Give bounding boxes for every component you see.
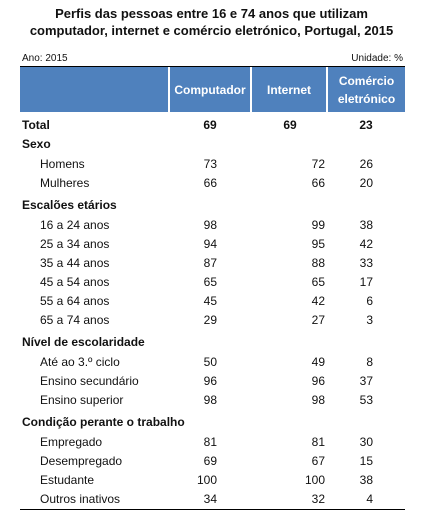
row-label: Mulheres: [40, 176, 90, 190]
cell: 98: [203, 393, 217, 407]
bottom-rule: [20, 509, 405, 510]
cell: 42: [311, 294, 325, 308]
row-label: Desempregado: [40, 454, 123, 468]
cell: 27: [311, 313, 325, 327]
cell: 23: [359, 118, 373, 132]
row-label: Homens: [40, 157, 85, 171]
title-line: computador, internet e comércio eletróni…: [29, 23, 394, 38]
cell: 8: [366, 355, 373, 369]
cell: 38: [359, 218, 373, 232]
header-blank: [20, 67, 168, 112]
group-title: Sexo: [22, 137, 51, 151]
row-label: 16 a 24 anos: [40, 218, 110, 232]
cell: 26: [359, 157, 373, 171]
unit-label: Unidade: %: [351, 53, 403, 64]
cell: 32: [311, 492, 325, 506]
row-label: Estudante: [40, 473, 95, 487]
row-label: Empregado: [40, 435, 103, 449]
column-header: Computador: [170, 67, 250, 112]
cell: 50: [203, 355, 217, 369]
cell: 4: [366, 492, 373, 506]
cell: 65: [311, 275, 325, 289]
cell: 67: [311, 454, 325, 468]
cell: 53: [359, 393, 373, 407]
cell: 69: [283, 118, 297, 132]
cell: 69: [203, 454, 217, 468]
cell: 69: [203, 118, 217, 132]
cell: 66: [311, 176, 325, 190]
group-title: Condição perante o trabalho: [22, 415, 185, 429]
row-label: Outros inativos: [40, 492, 121, 506]
group-title: Escalões etários: [22, 198, 117, 212]
cell: 100: [304, 473, 325, 487]
cell: 88: [311, 256, 325, 270]
row-label: Ensino superior: [40, 393, 124, 407]
cell: 96: [311, 374, 325, 388]
group-title: Nível de escolaridade: [22, 335, 145, 349]
row-label: 55 a 64 anos: [40, 294, 110, 308]
cell: 20: [359, 176, 373, 190]
top-rule: [20, 66, 405, 67]
title-line: Perfis das pessoas entre 16 e 74 anos qu…: [55, 6, 368, 21]
row-label: 65 a 74 anos: [40, 313, 110, 327]
cell: 94: [203, 237, 217, 251]
cell: 66: [203, 176, 217, 190]
row-label: Até ao 3.º ciclo: [40, 355, 120, 369]
cell: 95: [311, 237, 325, 251]
cell: 33: [359, 256, 373, 270]
cell: 98: [203, 218, 217, 232]
year-label: Ano: 2015: [22, 53, 68, 64]
cell: 49: [311, 355, 325, 369]
cell: 72: [311, 157, 325, 171]
cell: 96: [203, 374, 217, 388]
cell: 81: [311, 435, 325, 449]
cell: 42: [359, 237, 373, 251]
row-label: 25 a 34 anos: [40, 237, 110, 251]
cell: 15: [359, 454, 373, 468]
cell: 81: [203, 435, 217, 449]
column-header: Internet: [252, 67, 326, 112]
cell: 3: [366, 313, 373, 327]
cell: 65: [203, 275, 217, 289]
row-label: 45 a 54 anos: [40, 275, 110, 289]
cell: 45: [203, 294, 217, 308]
cell: 17: [359, 275, 373, 289]
cell: 73: [203, 157, 217, 171]
cell: 38: [359, 473, 373, 487]
cell: 30: [359, 435, 373, 449]
cell: 99: [311, 218, 325, 232]
cell: 87: [203, 256, 217, 270]
cell: 100: [196, 473, 217, 487]
row-label: Total: [22, 118, 50, 132]
cell: 29: [203, 313, 217, 327]
cell: 6: [366, 294, 373, 308]
row-label: Ensino secundário: [40, 374, 139, 388]
column-header: Comércio eletrónico: [328, 67, 405, 112]
row-label: 35 a 44 anos: [40, 256, 110, 270]
cell: 98: [311, 393, 325, 407]
cell: 34: [203, 492, 217, 506]
cell: 37: [359, 374, 373, 388]
